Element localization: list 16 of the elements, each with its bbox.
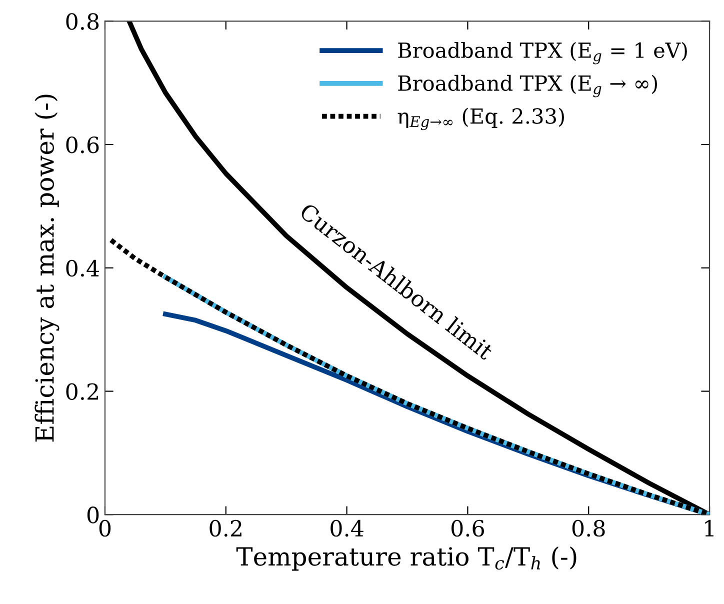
legend-label: Broadband TPX (E$_{g}$ → ∞) xyxy=(398,74,658,98)
legend-label: Broadband TPX (E$_{g}$ = 1 eV) xyxy=(398,42,687,64)
x-tick-label: 0.6 xyxy=(452,520,484,537)
y-axis-title: Efficiency at max. power (-) xyxy=(34,94,60,442)
x-tick-label: 0.8 xyxy=(572,520,605,537)
y-tick-label: 0.8 xyxy=(66,13,99,30)
y-tick-label: 0 xyxy=(87,506,99,524)
x-tick-label: 0 xyxy=(99,520,111,537)
x-tick-label: 1 xyxy=(705,520,714,536)
y-tick-label: 0.4 xyxy=(66,260,99,277)
y-tick-label: 0.6 xyxy=(66,136,99,154)
x-axis-title: Temperature ratio T$_{c}$/T$_{h}$ (-) xyxy=(236,546,576,571)
y-tick-label: 0.2 xyxy=(66,383,98,400)
legend-label: η$_{Eg→∞}$ (Eq. 2.33) xyxy=(398,108,564,130)
x-tick-label: 0.2 xyxy=(210,520,242,537)
x-tick-label: 0.4 xyxy=(330,520,364,537)
